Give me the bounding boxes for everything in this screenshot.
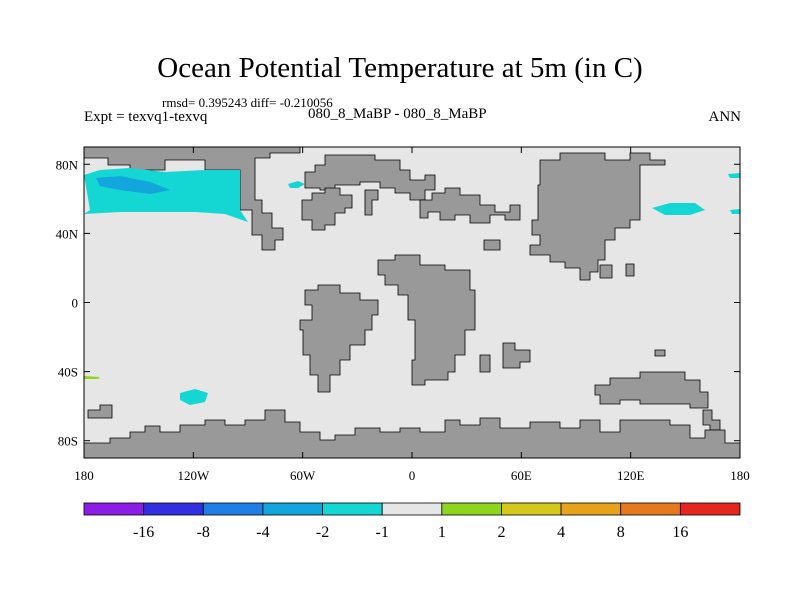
land-asia-islands [599,264,613,279]
anomaly-far-northeast-pacific-b [730,209,740,214]
land-north-atlantic-island [301,187,353,231]
colorbar-swatch [322,502,383,516]
land-southern-island-b [502,342,531,369]
colorbar-label: -8 [197,524,210,541]
chart-title: Ocean Potential Temperature at 5m (in C) [157,52,643,84]
colorbar-label: -2 [316,524,329,541]
anomaly-east-edge [728,173,740,178]
y-tick-label: 0 [72,296,79,311]
colorbar-swatch [679,502,741,516]
axes: 180 120W 60W 0 60E 120E 180 80N 40N 0 40S 80S [56,147,750,483]
land-north-central-block [483,239,501,251]
land-southern-island-c [654,349,666,357]
x-tick-label: 0 [409,468,416,483]
x-tick-label: 60E [511,468,532,483]
anomaly-layer [84,168,740,405]
x-tick-label: 120E [617,468,645,483]
colorbar-label: 2 [497,524,505,541]
colorbar-label: 16 [672,524,688,541]
colorbar-label: -1 [376,524,389,541]
anomaly-southern-ocean [180,389,208,405]
colorbar-swatch [560,502,622,516]
experiment-label: Expt = texvq1-texvq [84,109,208,125]
colorbar-label: -4 [256,524,269,541]
anomaly-north-pacific-core [96,176,170,194]
y-tick-label: 80N [56,157,79,172]
land-asia [529,152,666,281]
colorbar-label: 1 [438,524,446,541]
x-tick-label: 120W [177,468,210,483]
colorbar-swatch [262,502,323,516]
colorbar-label: -16 [133,524,154,541]
x-tick-label: 60W [290,468,316,483]
land-layer [83,146,741,459]
colorbar-swatch [501,502,562,516]
colorbar-swatch [83,502,145,516]
anomaly-far-northeast-pacific [652,203,705,215]
colorbar: -16 -8 -4 -2 -1 1 2 4 8 16 [83,502,741,541]
y-tick-label: 80S [58,434,78,449]
land-antarctica [83,409,741,459]
land-africa [377,254,476,386]
colorbar-swatch [143,502,204,516]
land-south-america [299,284,379,393]
colorbar-swatch [202,502,264,516]
season-label: ANN [708,109,742,125]
x-tick-label: 180 [74,468,94,483]
land-southern-island-a [479,354,491,373]
y-tick-label: 40N [56,226,79,241]
case-label: 080_8_MaBP - 080_8_MaBP [308,106,487,122]
land-eurasia-north [419,187,521,224]
colorbar-swatch [620,502,681,516]
colorbar-swatch [381,502,443,516]
colorbar-label: 8 [617,524,625,541]
land-australia [594,371,709,409]
land-european-block [364,189,379,216]
anomaly-south-pacific-edge [84,376,100,379]
colorbar-label: 4 [557,524,565,541]
land-small-island-east [625,263,635,277]
stats-line: rmsd= 0.395243 diff= -0.210056 [162,95,333,110]
y-tick-label: 40S [58,365,78,380]
anomaly-labrador-sea [288,181,305,188]
land-south-pacific-island [87,404,113,419]
land-greenland-canada [304,154,436,201]
x-tick-label: 180 [730,468,750,483]
colorbar-swatch [441,502,502,516]
